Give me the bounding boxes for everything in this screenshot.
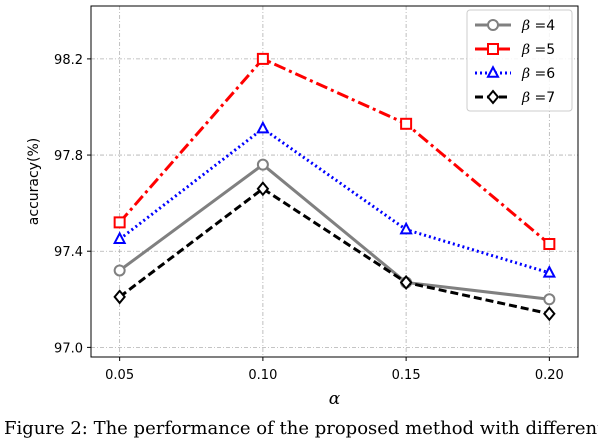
plot-frame [90,5,579,358]
series-line [118,57,551,246]
legend-item: β =6 [475,65,555,82]
line-chart: 0.05 0.10 0.15 0.20 97.0 97.4 97.8 98.2 accura… [26,5,579,409]
legend-label: β =4 [521,18,555,34]
series-line [118,186,550,316]
series-line [118,162,550,301]
legend-box [466,9,573,112]
marker-diamond [113,289,126,305]
legend-item: β =5 [475,42,555,58]
y-axis-ticks: 97.0 97.4 97.8 98.2 [54,53,91,356]
marker-triangle [486,65,500,78]
series-2 [113,52,556,251]
y-tick-label: 98.2 [54,53,83,68]
marker-square [543,238,556,251]
y-tick-label: 97.0 [54,341,83,356]
legend: β =4 β =5 β =6 β =7 [466,9,573,112]
marker-triangle [112,231,127,244]
legend-item: β =7 [475,89,555,106]
series-1 [113,158,556,306]
marker-circle [487,19,499,31]
figure-caption: Figure 2: The performance of the propose… [4,418,598,439]
legend-label: β =6 [521,66,555,82]
marker-square [487,43,499,55]
y-tick-label: 97.8 [54,149,83,164]
marker-square [400,117,413,130]
marker-triangle [399,221,413,235]
x-tick-label: 0.10 [248,368,277,383]
marker-square [113,216,126,229]
marker-diamond [256,181,270,197]
marker-diamond [543,306,556,322]
x-axis-ticks: 0.05 0.10 0.15 0.20 [105,357,564,383]
marker-circle [113,264,126,277]
legend-label: β =7 [521,90,555,106]
y-tick-label: 97.4 [54,245,83,260]
y-axis-label: accuracy(%) [26,138,42,225]
series-4 [113,181,556,322]
marker-circle [256,158,269,171]
x-tick-label: 0.15 [392,368,421,383]
x-tick-label: 0.05 [105,368,134,383]
series-layer [112,52,557,322]
marker-square [256,52,269,65]
legend-label: β =5 [521,42,555,58]
x-axis-label: α [329,389,341,409]
marker-diamond [486,89,500,105]
series-3 [112,120,557,278]
marker-circle [543,293,556,306]
series-line [118,126,550,275]
legend-item: β =4 [475,18,555,34]
marker-triangle [256,120,270,134]
marker-diamond [399,274,413,291]
x-tick-label: 0.20 [535,368,564,383]
marker-triangle [542,264,557,278]
